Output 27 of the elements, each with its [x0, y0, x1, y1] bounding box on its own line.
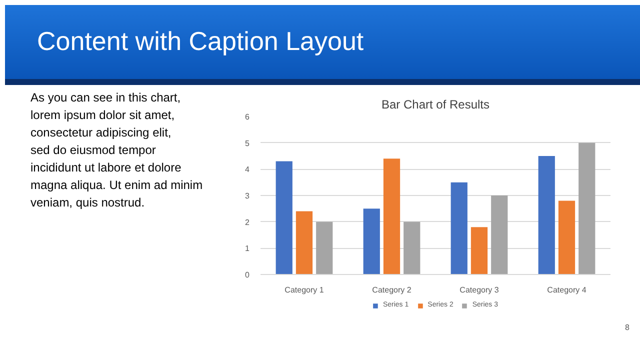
bar [558, 200, 576, 274]
text: Content with Caption Layout [36, 25, 364, 58]
bar [578, 142, 596, 274]
y-tick-label: 4 [245, 165, 250, 174]
bar [538, 156, 555, 274]
y-tick-label: 5 [245, 138, 250, 148]
bar [491, 196, 508, 274]
x-tick-label: Category 4 [547, 286, 587, 294]
text: As you can see in this chart, lorem ipsum dolor sit amet, consectetur adipiscing elit, sed do eiusmod tempor incididunt ut labore et dolore magna aliqua. Ut enim ad minim veniam, quis nostrud. [30, 90, 203, 210]
y-tick-label: 6 [245, 112, 250, 122]
x-tick-label: Category 1 [284, 286, 324, 294]
bar [404, 222, 420, 274]
x-tick-label: Category 2 [372, 286, 412, 294]
text: 8 [624, 322, 630, 334]
y-tick-label: 1 [245, 244, 250, 254]
bar [470, 227, 488, 274]
bar [363, 208, 380, 274]
bar [450, 182, 468, 274]
y-tick-label: 2 [245, 218, 250, 227]
y-tick-label: 0 [245, 270, 250, 280]
bar [383, 158, 400, 274]
y-tick-label: 3 [245, 192, 250, 200]
bar [276, 161, 292, 274]
bar [296, 211, 313, 274]
chart-title: Bar Chart of Results [381, 98, 490, 112]
bar [316, 222, 333, 274]
x-tick-label: Category 3 [460, 286, 500, 294]
